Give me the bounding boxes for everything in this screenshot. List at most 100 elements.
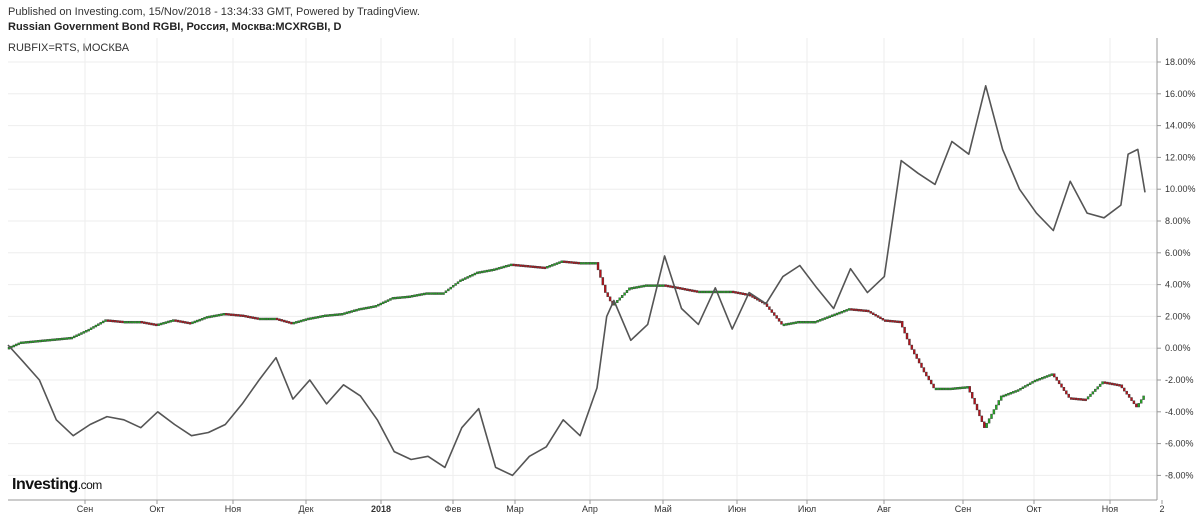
- chart-title: Russian Government Bond RGBI, Россия, Мо…: [8, 21, 342, 33]
- rgbi-candle: [22, 341, 25, 344]
- rgbi-candle: [12, 344, 16, 348]
- rgbi-candle: [1123, 387, 1126, 392]
- rgbi-candle: [659, 284, 662, 287]
- rgbi-candle: [251, 316, 255, 319]
- rgbi-candle: [456, 281, 460, 284]
- y-tick-label: 16.00%: [1165, 89, 1196, 99]
- rgbi-candle: [830, 314, 834, 318]
- rgbi-candle: [550, 264, 554, 267]
- rgbi-candle: [732, 290, 735, 294]
- rgbi-candle: [1069, 397, 1073, 400]
- rgbi-candle: [478, 271, 481, 274]
- rgbi-candle: [1055, 376, 1058, 381]
- rgbi-candle: [922, 367, 926, 373]
- rgbi-candle: [196, 319, 199, 323]
- rgbi-candle: [852, 308, 856, 311]
- rgbi-candle: [925, 371, 928, 377]
- rgbi-candle: [374, 305, 378, 308]
- rgbi-candle: [645, 284, 648, 287]
- rgbi-candle: [290, 321, 293, 325]
- rgbi-candle: [1038, 377, 1041, 381]
- rgbi-candle: [555, 262, 559, 265]
- rgbi-candle: [439, 292, 443, 295]
- rgbi-candle: [227, 313, 230, 316]
- rgbi-candle: [297, 320, 300, 323]
- rgbi-candle: [519, 264, 522, 267]
- rgbi-candle: [307, 317, 310, 321]
- rgbi-candle: [321, 315, 325, 318]
- rgbi-candle: [415, 294, 419, 297]
- rgbi-candle: [722, 290, 725, 294]
- rgbi-candle: [123, 320, 127, 324]
- rgbi-candle: [350, 310, 353, 313]
- rgbi-candle: [729, 290, 732, 294]
- rgbi-candle: [872, 312, 875, 315]
- rgbi-candle: [797, 320, 800, 324]
- rgbi-candle: [553, 263, 556, 266]
- rgbi-candle: [184, 321, 187, 324]
- y-tick-label: 2.00%: [1165, 311, 1191, 321]
- rgbi-candle: [58, 338, 61, 341]
- rgbi-candle: [876, 315, 880, 318]
- rgbi-candle: [1036, 378, 1039, 382]
- rgbi-candle: [410, 295, 414, 298]
- rgbi-candle: [956, 387, 959, 390]
- rgbi-candle: [326, 314, 329, 317]
- rgbi-candle: [401, 296, 404, 299]
- rgbi-candle: [164, 321, 168, 324]
- rgbi-candle: [435, 292, 438, 295]
- rgbi-candle: [507, 264, 510, 267]
- rgbi-candle: [939, 387, 943, 391]
- rgbi-candle: [208, 315, 211, 319]
- rgbi-candle: [869, 311, 873, 314]
- x-tick-label: Апр: [582, 504, 598, 514]
- rgbi-candle: [372, 305, 375, 308]
- rgbi-candle: [785, 323, 788, 326]
- series2-label: RUBFIX=RTS, МОСКВА: [8, 42, 130, 54]
- rgbi-candle: [599, 269, 602, 278]
- rgbi-candle: [1067, 393, 1070, 398]
- rgbi-candle: [900, 320, 904, 328]
- rgbi-candle: [606, 292, 609, 297]
- rgbi-candle: [548, 265, 551, 268]
- x-tick-label: Июл: [798, 504, 816, 514]
- rgbi-candle: [82, 331, 86, 334]
- rgbi-candle: [191, 321, 194, 325]
- rgbi-candle: [920, 362, 923, 368]
- rgbi-candle: [1060, 383, 1063, 388]
- rgbi-candle: [232, 313, 235, 317]
- rgbi-candle: [838, 311, 841, 315]
- rgbi-candle: [946, 387, 950, 391]
- rgbi-candle: [338, 313, 341, 316]
- rgbi-candle: [932, 383, 935, 389]
- rgbi-candle: [316, 315, 320, 319]
- rgbi-candle: [804, 320, 807, 324]
- rgbi-candle: [48, 338, 52, 342]
- rgbi-candle: [985, 422, 988, 428]
- rgbi-candle: [811, 320, 815, 324]
- rgbi-candle: [823, 317, 827, 320]
- rgbi-candle: [464, 277, 467, 280]
- rgbi-candle: [514, 263, 518, 267]
- rgbi-candle: [543, 266, 547, 270]
- rgbi-candle: [24, 341, 28, 344]
- rgbi-candle: [193, 320, 197, 324]
- rgbi-candle: [686, 288, 689, 291]
- rgbi-candle: [225, 313, 228, 316]
- x-tick-label: Авг: [877, 504, 892, 514]
- rgbi-candle: [678, 287, 682, 290]
- rgbi-candle: [582, 262, 585, 265]
- rgbi-candle: [333, 313, 337, 317]
- rgbi-candle: [198, 318, 201, 322]
- rgbi-candle: [413, 294, 416, 298]
- rgbi-candle: [905, 332, 909, 340]
- rgbi-candle: [596, 262, 600, 271]
- rgbi-candle: [480, 270, 484, 274]
- rgbi-candle: [128, 320, 131, 324]
- rgbi-candle: [109, 319, 112, 323]
- rgbi-candle: [241, 314, 245, 318]
- rgbi-candle: [802, 320, 805, 324]
- investing-logo[interactable]: Investing.com: [12, 476, 102, 494]
- rgbi-candle: [768, 306, 771, 310]
